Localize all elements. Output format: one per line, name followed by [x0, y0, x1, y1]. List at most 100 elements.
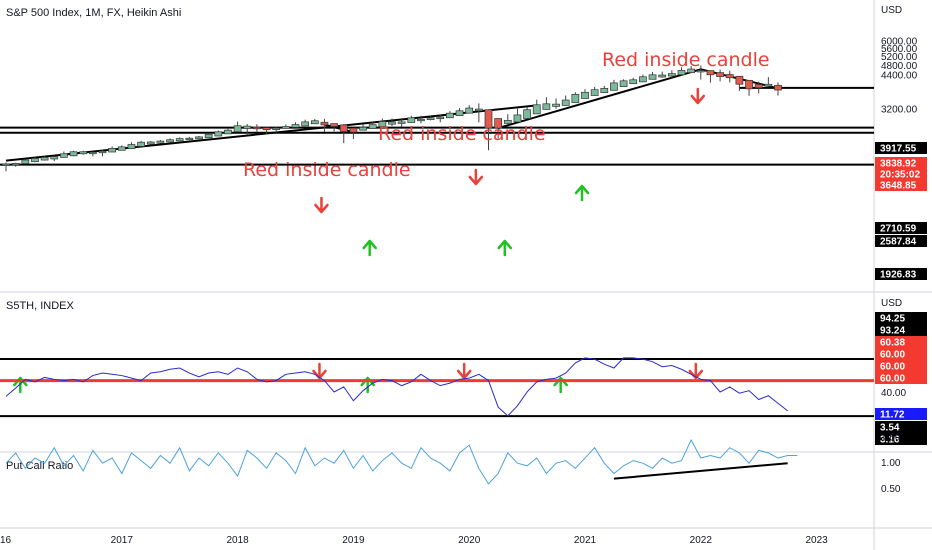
time-axis-ticks: 16 2017 2018 2019 2020 2021 2022 2023 [0, 535, 828, 546]
candle-body [50, 156, 59, 160]
candle-body [639, 76, 647, 83]
pcr-line-group [5, 438, 798, 485]
candle-body [195, 136, 203, 140]
candle-body [31, 158, 39, 163]
candle-body [320, 121, 329, 126]
candle-body [214, 131, 223, 137]
mid-value-tag: 3.16 [880, 435, 900, 446]
candle-body [436, 116, 445, 120]
candle-body [21, 159, 30, 164]
pcr-line [5, 438, 798, 485]
candle-body [156, 140, 165, 144]
mid-value-tag-bg [875, 312, 927, 324]
mid-pane-title: S5TH, INDEX [6, 300, 75, 312]
candle-body [745, 79, 753, 90]
price-tag: 1926.83 [880, 270, 917, 281]
candle-body [619, 80, 628, 88]
candle-body [735, 75, 744, 85]
candle-body [677, 70, 686, 76]
candle-body [301, 121, 309, 127]
mid-value-tag: 94.25 [880, 314, 905, 325]
candle-body [11, 162, 20, 166]
candle-body [484, 109, 493, 129]
candle-body [137, 141, 145, 147]
arrow-up-head [574, 184, 590, 195]
candle-body [243, 125, 252, 129]
candle-body [696, 70, 705, 73]
candle-body [764, 83, 773, 87]
time-tick-label: 2020 [458, 535, 481, 546]
mid-value-tag: 60.38 [880, 338, 905, 349]
candle-body [455, 110, 464, 116]
candle-body [117, 146, 126, 151]
candle-body [667, 73, 676, 77]
candle-body [610, 82, 618, 91]
candle-body [754, 84, 763, 89]
pcr-trendline [613, 462, 788, 480]
candle-body [204, 133, 213, 139]
candle-body [253, 126, 261, 130]
candle-body [532, 104, 541, 115]
price-tag-bg [875, 168, 927, 180]
mid-currency-label: USD [881, 298, 902, 309]
arrow-down-head [688, 369, 704, 380]
mid-tick-label: 40.00 [881, 388, 906, 399]
candle-body [446, 112, 454, 119]
mid-value-tag-bg [875, 372, 927, 384]
candle-body [98, 150, 107, 154]
arrow-down-head [468, 175, 484, 186]
price-tag: 2710.59 [880, 224, 917, 235]
mid-value-tags: 94.2593.2460.3860.0060.0060.0011.723.543… [875, 312, 927, 446]
pcr-tick-label: 1.00 [881, 458, 901, 469]
candle-body [388, 121, 396, 125]
candle-body [629, 79, 638, 85]
price-tag-bg [875, 179, 927, 191]
pcr-tick-label: 1.50 [881, 432, 901, 443]
candle-body [60, 153, 68, 158]
mid-value-tag-bg [875, 421, 927, 433]
candle-body [224, 129, 232, 135]
candle-body [339, 124, 348, 132]
trendline [324, 123, 354, 134]
candle-body [79, 151, 88, 155]
candle-body [330, 123, 338, 127]
mid-y-ticks: 40.00 [881, 388, 906, 399]
candle-body [291, 124, 300, 128]
candle-body [716, 72, 724, 77]
candle-body [581, 91, 589, 99]
arrows-group [13, 87, 706, 394]
mid-horizontal-levels [0, 358, 874, 418]
s5th-line-group [5, 357, 788, 417]
candle-body [368, 124, 377, 129]
candle-body [417, 118, 425, 122]
mid-value-tag-bg [875, 360, 927, 372]
candle-body [185, 137, 194, 141]
candle-body [378, 121, 387, 127]
candle-body [552, 103, 560, 107]
main-currency-label: USD [881, 5, 902, 16]
candle-body [88, 151, 97, 155]
time-tick-label: 2018 [226, 535, 249, 546]
price-tag-bg [875, 222, 927, 234]
annotation-label-3: Red inside candle [602, 49, 770, 71]
candle-body [310, 120, 319, 125]
price-tag: 3648.85 [880, 181, 917, 192]
price-tag-bg [875, 157, 927, 169]
price-tick-label: 6000.00 [881, 37, 918, 48]
price-tag-bg [875, 268, 927, 280]
candle-body [561, 99, 570, 106]
candle-body [397, 121, 406, 124]
price-tag-bg [875, 142, 927, 154]
mid-value-tag-bg [875, 324, 927, 336]
price-tag: 2587.84 [880, 237, 917, 248]
arrow-down-head [312, 369, 327, 380]
annotation-label-1: Red inside candle [243, 159, 411, 181]
arrow-down-head [456, 369, 472, 380]
price-tag: 20:35:02 [880, 170, 920, 181]
arrow-up-head [497, 239, 513, 250]
candle-body [475, 108, 483, 112]
price-tag: 3917.55 [880, 144, 917, 155]
candle-body [774, 84, 782, 91]
